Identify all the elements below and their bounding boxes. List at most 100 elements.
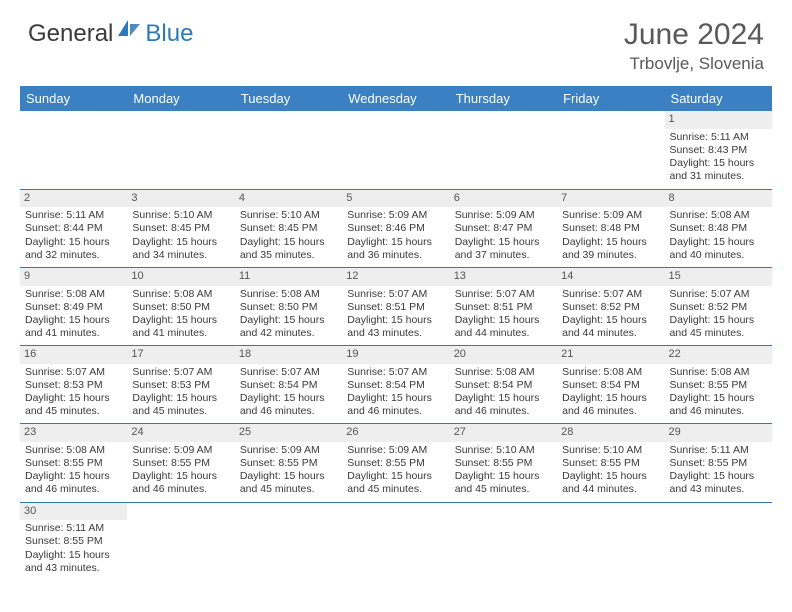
sunset-line: Sunset: 8:51 PM [347,301,444,314]
calendar-cell [342,111,449,189]
day-number: 13 [450,268,557,286]
day-details: Sunrise: 5:09 AMSunset: 8:47 PMDaylight:… [455,209,552,262]
day-details: Sunrise: 5:07 AMSunset: 8:52 PMDaylight:… [670,288,767,341]
sunrise-line: Sunrise: 5:07 AM [347,366,444,379]
weekday-header: Thursday [450,86,557,111]
calendar-body: 1Sunrise: 5:11 AMSunset: 8:43 PMDaylight… [20,111,772,580]
day-details: Sunrise: 5:08 AMSunset: 8:49 PMDaylight:… [25,288,122,341]
daylight-line: Daylight: 15 hours and 46 minutes. [455,392,552,418]
calendar-cell [557,502,664,580]
day-number: 28 [557,424,664,442]
calendar-cell: 13 Sunrise: 5:07 AMSunset: 8:51 PMDayligh… [450,267,557,345]
sunrise-line: Sunrise: 5:08 AM [132,288,229,301]
sunset-line: Sunset: 8:52 PM [562,301,659,314]
day-number: 4 [235,190,342,208]
weekday-header: Monday [127,86,234,111]
day-details: Sunrise: 5:10 AMSunset: 8:55 PMDaylight:… [562,444,659,497]
sunrise-line: Sunrise: 5:08 AM [562,366,659,379]
day-details: Sunrise: 5:11 AMSunset: 8:55 PMDaylight:… [25,522,122,575]
calendar-cell: 3Sunrise: 5:10 AMSunset: 8:45 PMDaylight… [127,189,234,267]
daylight-line: Daylight: 15 hours and 36 minutes. [347,236,444,262]
day-number: 7 [557,190,664,208]
calendar-cell: 15 Sunrise: 5:07 AMSunset: 8:52 PMDayligh… [665,267,772,345]
calendar-cell [235,111,342,189]
daylight-line: Daylight: 15 hours and 46 minutes. [347,392,444,418]
day-number: 8 [665,190,772,208]
day-number: 10 [127,268,234,286]
sunset-line: Sunset: 8:53 PM [132,379,229,392]
day-number: 27 [450,424,557,442]
sunset-line: Sunset: 8:54 PM [455,379,552,392]
daylight-line: Daylight: 15 hours and 44 minutes. [562,314,659,340]
day-details: Sunrise: 5:08 AMSunset: 8:50 PMDaylight:… [240,288,337,341]
day-details: Sunrise: 5:09 AMSunset: 8:55 PMDaylight:… [132,444,229,497]
calendar-cell: 22 Sunrise: 5:08 AMSunset: 8:55 PMDayligh… [665,346,772,424]
calendar-cell: 4Sunrise: 5:10 AMSunset: 8:45 PMDaylight… [235,189,342,267]
day-number: 30 [20,503,127,521]
daylight-line: Daylight: 15 hours and 45 minutes. [455,470,552,496]
sunrise-line: Sunrise: 5:11 AM [670,131,767,144]
sunrise-line: Sunrise: 5:08 AM [25,288,122,301]
day-details: Sunrise: 5:08 AMSunset: 8:55 PMDaylight:… [670,366,767,419]
calendar-cell: 19Sunrise: 5:07 AMSunset: 8:54 PMDayligh… [342,346,449,424]
calendar-cell [557,111,664,189]
daylight-line: Daylight: 15 hours and 45 minutes. [240,470,337,496]
daylight-line: Daylight: 15 hours and 42 minutes. [240,314,337,340]
calendar-cell: 28 Sunrise: 5:10 AMSunset: 8:55 PMDayligh… [557,424,664,502]
day-details: Sunrise: 5:10 AMSunset: 8:45 PMDaylight:… [132,209,229,262]
calendar-cell [450,111,557,189]
calendar-cell [20,111,127,189]
calendar-cell [127,502,234,580]
calendar-cell: 12Sunrise: 5:07 AMSunset: 8:51 PMDayligh… [342,267,449,345]
calendar-cell [342,502,449,580]
sunset-line: Sunset: 8:46 PM [347,222,444,235]
calendar-cell: 5Sunrise: 5:09 AMSunset: 8:46 PMDaylight… [342,189,449,267]
sunrise-line: Sunrise: 5:07 AM [25,366,122,379]
day-number: 22 [665,346,772,364]
sunset-line: Sunset: 8:48 PM [670,222,767,235]
daylight-line: Daylight: 15 hours and 46 minutes. [240,392,337,418]
calendar-cell: 17Sunrise: 5:07 AMSunset: 8:53 PMDayligh… [127,346,234,424]
day-number: 15 [665,268,772,286]
daylight-line: Daylight: 15 hours and 37 minutes. [455,236,552,262]
day-number: 11 [235,268,342,286]
day-number: 29 [665,424,772,442]
day-number: 3 [127,190,234,208]
calendar-cell: 24Sunrise: 5:09 AMSunset: 8:55 PMDayligh… [127,424,234,502]
day-number: 19 [342,346,449,364]
calendar-cell [235,502,342,580]
calendar-cell [127,111,234,189]
calendar-cell: 6Sunrise: 5:09 AMSunset: 8:47 PMDaylight… [450,189,557,267]
daylight-line: Daylight: 15 hours and 39 minutes. [562,236,659,262]
sunset-line: Sunset: 8:55 PM [132,457,229,470]
weekday-header: Saturday [665,86,772,111]
daylight-line: Daylight: 15 hours and 45 minutes. [347,470,444,496]
sunrise-line: Sunrise: 5:08 AM [670,209,767,222]
day-details: Sunrise: 5:09 AMSunset: 8:55 PMDaylight:… [347,444,444,497]
weekday-header: Tuesday [235,86,342,111]
calendar-cell: 2Sunrise: 5:11 AMSunset: 8:44 PMDaylight… [20,189,127,267]
sunrise-line: Sunrise: 5:10 AM [132,209,229,222]
sunrise-line: Sunrise: 5:10 AM [562,444,659,457]
day-number: 26 [342,424,449,442]
day-details: Sunrise: 5:07 AMSunset: 8:51 PMDaylight:… [455,288,552,341]
sunrise-line: Sunrise: 5:09 AM [240,444,337,457]
daylight-line: Daylight: 15 hours and 45 minutes. [132,392,229,418]
title-block: June 2024 Trbovlje, Slovenia [624,18,764,74]
day-number: 20 [450,346,557,364]
sunrise-line: Sunrise: 5:09 AM [347,209,444,222]
calendar-cell: 29Sunrise: 5:11 AMSunset: 8:55 PMDayligh… [665,424,772,502]
sunset-line: Sunset: 8:52 PM [670,301,767,314]
sunrise-line: Sunrise: 5:10 AM [455,444,552,457]
sunset-line: Sunset: 8:55 PM [455,457,552,470]
calendar-header-row: SundayMondayTuesdayWednesdayThursdayFrid… [20,86,772,111]
daylight-line: Daylight: 15 hours and 46 minutes. [132,470,229,496]
day-details: Sunrise: 5:07 AMSunset: 8:52 PMDaylight:… [562,288,659,341]
sunrise-line: Sunrise: 5:08 AM [455,366,552,379]
sunset-line: Sunset: 8:55 PM [670,379,767,392]
day-number: 14 [557,268,664,286]
calendar-cell: 7Sunrise: 5:09 AMSunset: 8:48 PMDaylight… [557,189,664,267]
daylight-line: Daylight: 15 hours and 35 minutes. [240,236,337,262]
sunset-line: Sunset: 8:47 PM [455,222,552,235]
page-title: June 2024 [624,18,764,52]
